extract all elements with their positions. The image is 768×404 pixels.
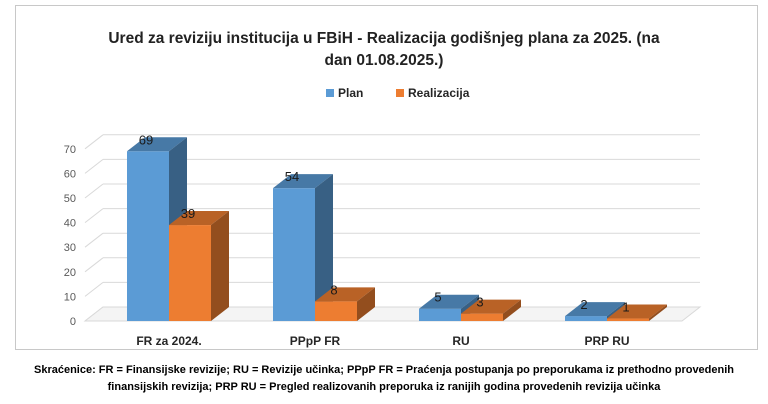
- bar-top: [127, 137, 187, 152]
- bar-front: [461, 313, 503, 321]
- data-label: 54: [285, 169, 299, 184]
- bar-top: [273, 174, 333, 189]
- bar-front: [607, 318, 649, 321]
- data-label: 69: [139, 132, 153, 147]
- data-label: 8: [330, 282, 337, 297]
- legend-label: Plan: [338, 86, 363, 100]
- chart-title-line-1: Ured za reviziju institucija u FBiH - Re…: [108, 30, 660, 47]
- legend-item-plan: Plan: [326, 86, 363, 100]
- bars: 69 39 54 8 5 3 2 1: [127, 132, 667, 321]
- legend-label: Realizacija: [408, 86, 470, 100]
- y-tick-label: 10: [64, 291, 76, 303]
- gridline-depth: [84, 208, 104, 223]
- y-tick-label: 20: [64, 267, 76, 279]
- bar-realizacija-3: 1: [607, 300, 667, 321]
- bar-realizacija-1: 8: [315, 282, 375, 321]
- bar-side: [503, 299, 521, 321]
- y-tick-label: 40: [64, 218, 76, 230]
- bar-realizacija-2: 3: [461, 295, 521, 321]
- x-tick-label: RU: [452, 334, 469, 348]
- bar-top: [607, 304, 667, 319]
- bar-front: [565, 316, 607, 321]
- y-tick-label: 70: [64, 144, 76, 156]
- legend-swatch: [326, 89, 334, 97]
- bar-top: [461, 299, 521, 314]
- y-tick-label: 0: [70, 316, 76, 328]
- bar-top: [565, 302, 625, 317]
- gridline-depth: [84, 159, 104, 174]
- x-axis: FR za 2024. PPpP FR RU PRP RU: [136, 334, 629, 348]
- bar-top: [419, 294, 479, 309]
- legend: Plan Realizacija: [326, 86, 470, 100]
- bar-realizacija-0: 39: [169, 206, 229, 321]
- bar-front: [273, 188, 315, 321]
- data-label: 39: [181, 206, 195, 221]
- footnote-line-1: Skraćenice: FR = Finansijske revizije; R…: [33, 364, 735, 376]
- data-label: 3: [476, 295, 483, 310]
- data-label: 2: [580, 297, 587, 312]
- gridline-depth: [84, 183, 104, 199]
- footnote-line-2: finansijskih revizija; PRP RU = Pregled …: [107, 381, 661, 393]
- bar-front: [169, 225, 211, 321]
- legend-item-realizacija: Realizacija: [396, 86, 470, 100]
- gridline-depth: [84, 232, 104, 248]
- gridline-depth: [84, 134, 104, 150]
- bar-side: [649, 304, 667, 321]
- data-label: 5: [434, 290, 441, 305]
- y-tick-label: 60: [64, 168, 76, 180]
- x-tick-label: PPpP FR: [290, 334, 341, 348]
- bar-top: [169, 211, 229, 226]
- legend-swatch: [396, 89, 404, 97]
- bar-plan-1: 54: [273, 169, 333, 321]
- y-tick-label: 50: [64, 193, 76, 205]
- x-tick-label: PRP RU: [584, 334, 629, 348]
- data-label: 1: [622, 300, 629, 315]
- bar-front: [419, 308, 461, 321]
- bar-side: [211, 211, 229, 321]
- y-tick-label: 30: [64, 242, 76, 254]
- bar-side: [357, 287, 375, 321]
- y-axis: 0 10 20 30 40 50 60 70: [64, 144, 76, 328]
- gridline-depth: [84, 257, 104, 273]
- footnote: Skraćenice: FR = Finansijske revizije; R…: [0, 362, 768, 396]
- bar-chart: Ured za reviziju institucija u FBiH - Re…: [64, 30, 702, 348]
- bar-front: [127, 151, 169, 321]
- x-tick-label: FR za 2024.: [136, 334, 201, 348]
- chart-title: Ured za reviziju institucija u FBiH - Re…: [108, 30, 660, 69]
- gridline-depth: [84, 282, 104, 297]
- bar-side: [315, 174, 333, 321]
- bar-top: [315, 287, 375, 302]
- chart-title-line-2: dan 01.08.2025.): [325, 52, 444, 69]
- bar-front: [315, 301, 357, 321]
